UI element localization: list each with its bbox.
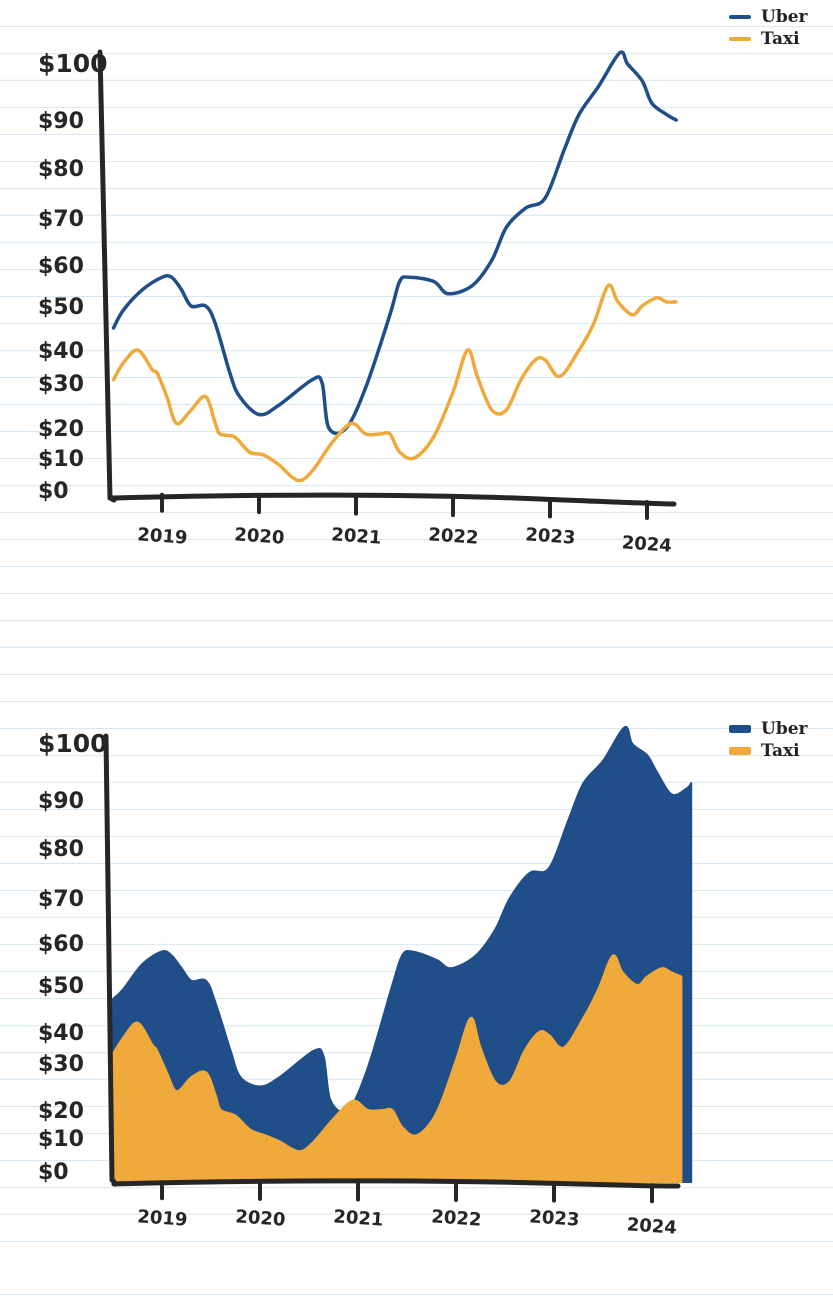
legend-label-uber: Uber — [761, 7, 808, 27]
area-chart-canvas: $100$90$80$70$60$50$40$30$20$10$0 2019 20… — [38, 725, 693, 1239]
y-tick-label: $0 — [38, 1160, 69, 1185]
y-tick-label: $80 — [38, 157, 84, 182]
x-tick-label: 2019 — [137, 524, 188, 548]
legend: Uber Taxi — [729, 6, 809, 50]
y-tick-label: $50 — [38, 295, 84, 320]
legend: Uber Taxi — [729, 718, 809, 762]
line-chart: $100 $90 $80 $70 $60 $50 $40 $30 $20 $10 $0 2019 20… — [0, 0, 833, 620]
y-tick-label: $30 — [38, 372, 84, 397]
x-tick-marks — [160, 1180, 654, 1204]
y-tick-labels: $100 $90 $80 $70 $60 $50 $40 $30 $20 $10 $0 — [38, 729, 108, 1185]
y-tick-label: $30 — [38, 1052, 84, 1077]
legend-label-taxi: Taxi — [761, 741, 800, 761]
line-uber — [111, 50, 678, 436]
x-tick-label: 2024 — [626, 1214, 677, 1238]
legend-swatch-uber — [729, 725, 751, 733]
y-tick-label: $100 — [38, 49, 108, 78]
series-lines — [111, 50, 678, 483]
x-tick-label: 2021 — [331, 524, 382, 548]
y-tick-label: $90 — [38, 109, 84, 134]
legend-label-uber: Uber — [761, 719, 808, 739]
y-tick-label: $0 — [38, 479, 69, 504]
legend-item-uber: Uber — [729, 718, 809, 740]
y-tick-label: $40 — [38, 1021, 84, 1046]
area-taxi — [112, 954, 683, 1183]
x-tick-marks — [160, 492, 649, 520]
y-tick-label: $70 — [38, 887, 84, 912]
y-tick-label: $20 — [38, 1099, 84, 1124]
series-areas — [112, 725, 693, 1183]
x-tick-label: 2020 — [234, 524, 285, 548]
x-tick-label: 2022 — [431, 1206, 482, 1230]
legend-item-uber: Uber — [729, 6, 809, 28]
line-chart-canvas: $100$90$80$70$60$50$40$30$20$10$0 2019 20… — [38, 49, 678, 557]
y-tick-label: $20 — [38, 417, 84, 442]
x-tick-label: 2023 — [525, 524, 576, 548]
area-chart: $100 $90 $80 $70 $60 $50 $40 $30 $20 $10 $0 2019 20… — [0, 680, 833, 1300]
legend-label-taxi: Taxi — [761, 29, 800, 49]
legend-swatch-taxi — [729, 37, 751, 41]
x-tick-label: 2022 — [428, 524, 479, 548]
x-tick-labels: 2019 2020 2021 2022 2023 2024 — [137, 524, 673, 556]
y-tick-label: $50 — [38, 974, 84, 999]
legend-item-taxi: Taxi — [729, 740, 809, 762]
x-axis — [109, 492, 677, 507]
x-tick-label: 2019 — [137, 1206, 188, 1230]
y-tick-label: $60 — [38, 932, 84, 957]
x-tick-label: 2023 — [529, 1206, 580, 1230]
x-tick-label: 2021 — [333, 1206, 384, 1230]
y-tick-label: $10 — [38, 1127, 84, 1152]
y-tick-label: $40 — [38, 339, 84, 364]
y-axis — [103, 733, 119, 1187]
x-axis — [111, 1178, 681, 1189]
legend-swatch-uber — [729, 15, 751, 19]
legend-item-taxi: Taxi — [729, 28, 809, 50]
y-tick-label: $10 — [38, 447, 84, 472]
y-tick-label: $90 — [38, 789, 84, 814]
legend-swatch-taxi — [729, 747, 751, 755]
x-tick-label: 2024 — [621, 532, 672, 556]
y-tick-labels: $100 $90 $80 $70 $60 $50 $40 $30 $20 $10 $0 — [38, 49, 108, 504]
line-taxi — [111, 283, 678, 483]
x-tick-labels: 2019 2020 2021 2022 2023 2024 — [137, 1206, 678, 1238]
y-tick-label: $70 — [38, 207, 84, 232]
y-tick-label: $100 — [38, 729, 108, 758]
y-tick-label: $80 — [38, 837, 84, 862]
x-tick-label: 2020 — [235, 1206, 286, 1230]
y-axis — [97, 49, 117, 503]
y-tick-label: $60 — [38, 254, 84, 279]
